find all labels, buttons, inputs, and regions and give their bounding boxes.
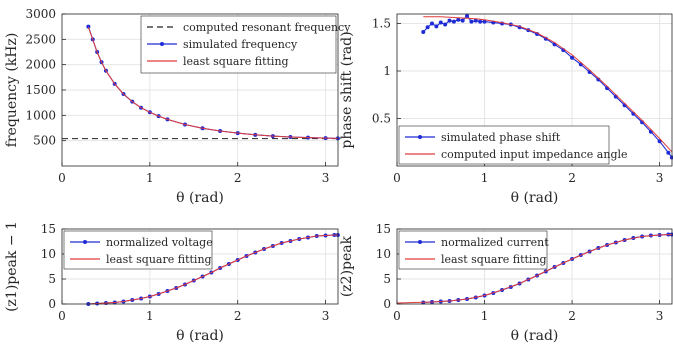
series-line-1 [396,234,672,304]
data-point [447,18,452,23]
y-tick-label: 2500 [25,32,56,46]
x-axis-label: θ (rad) [176,328,224,344]
data-point [421,30,426,35]
data-point [460,18,465,23]
x-tick-label: 2 [234,309,242,323]
x-tick-label: 2 [568,171,576,185]
x-tick-label: 1 [481,171,489,185]
chart-panel-2: 0 1 2 3 0.5 1 1.5 θ (rad) phase shift (rad) simul… [339,13,673,206]
legend-label: normalized current [441,236,549,249]
axes-frame [61,228,339,305]
x-tick-label: 1 [146,309,154,323]
x-axis-label: θ (rad) [176,190,224,206]
x-tick-label: 0 [58,309,66,323]
y-axis-label: (z1)peak − 1 [4,221,20,312]
data-point [434,24,439,29]
data-point [451,19,456,24]
x-tick-label: 0 [58,171,66,185]
series-line-2 [87,27,338,139]
y-tick-label: 0.5 [372,112,391,126]
legend-marker [83,240,87,244]
x-tick-label: 2 [234,171,242,185]
x-axis-label: θ (rad) [511,190,559,206]
y-tick-label: 1.5 [372,17,391,31]
y-axis-label: phase shift (rad) [339,31,355,148]
y-tick-label: 1000 [25,108,56,122]
series-1 [396,234,672,304]
y-tick-label: 15 [41,222,56,236]
data-point [456,17,461,22]
y-tick-label: 1 [383,64,391,78]
y-tick-label: 0 [48,297,56,311]
axes-frame [396,13,673,167]
data-point [570,55,575,60]
data-point [430,21,435,26]
data-point [478,19,483,24]
legend: normalized current least square fitting [398,230,549,270]
legend-label: computed input impedance angle [441,148,628,161]
chart-panel-4: 0 1 2 3 0 5 10 15 θ (rad) (z2)peak normalized curr… [339,222,673,344]
series-1 [423,16,673,153]
series-line-1 [88,234,338,305]
legend-box [398,230,548,270]
y-tick-label: 5 [48,272,56,286]
data-point [482,19,487,24]
data-point [469,19,474,24]
y-tick-label: 0 [383,297,391,311]
data-point [666,150,671,155]
x-tick-label: 3 [656,309,664,323]
axes-frame [396,228,673,305]
x-tick-label: 0 [393,171,401,185]
y-axis-label: (z2)peak [339,235,355,297]
legend: normalized voltage least square fitting [63,230,213,270]
chart-panel-1: 0 1 2 3 500 1000 1500 2000 2500 3000 θ (rad) freque… [4,7,351,206]
y-tick-label: 10 [41,247,56,261]
x-tick-label: 3 [322,171,330,185]
data-point [86,24,91,29]
chart-panel-3: 0 1 2 3 0 5 10 15 θ (rad) (z1)peak − 1 normalized … [4,221,340,344]
legend-box [63,230,213,270]
y-tick-label: 5 [383,272,391,286]
legend-marker [418,135,422,139]
x-tick-label: 1 [146,171,154,185]
y-tick-label: 1500 [25,83,56,97]
series-line-1 [423,16,673,153]
x-tick-label: 1 [481,309,489,323]
data-point [473,18,478,23]
series-1 [88,234,338,305]
legend-label: simulated phase shift [441,131,561,144]
x-tick-label: 2 [568,309,576,323]
legend-label: least square fitting [441,253,547,266]
y-tick-label: 15 [376,222,391,236]
y-tick-label: 3000 [25,7,56,21]
legend: computed resonant frequency simulated fre… [140,15,351,74]
legend-label: simulated frequency [183,38,298,51]
legend-label: computed resonant frequency [183,21,351,34]
y-tick-label: 500 [33,134,56,148]
data-point [465,13,470,18]
x-tick-label: 3 [322,309,330,323]
legend-marker [160,42,164,46]
legend-label: normalized voltage [106,236,213,249]
series-2 [87,27,338,139]
legend-marker [418,240,422,244]
x-axis-label: θ (rad) [511,328,559,344]
legend: simulated phase shift computed input impe… [398,125,628,165]
y-axis-label: frequency (kHz) [4,33,20,148]
data-point [443,22,448,27]
legend-box [398,125,610,165]
legend-label: least square fitting [106,253,212,266]
data-point [438,20,443,25]
x-tick-label: 3 [656,171,664,185]
y-tick-label: 10 [376,247,391,261]
data-point [425,25,430,30]
legend-label: least square fitting [183,55,289,68]
y-tick-label: 2000 [25,58,56,72]
x-tick-label: 0 [393,309,401,323]
